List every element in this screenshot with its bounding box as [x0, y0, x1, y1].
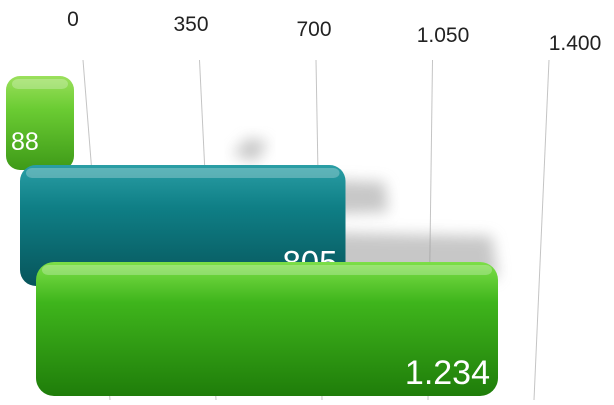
bar-highlight [12, 79, 68, 89]
tick-label: 1.400 [549, 32, 602, 55]
bar-body [6, 76, 74, 170]
bar-value-label: 1.234 [405, 354, 490, 392]
bars: 888051.234 [6, 76, 498, 396]
grid-line-4 [533, 59, 550, 401]
bar-value-label: 88 [11, 128, 39, 156]
bar-2: 1.234 [36, 262, 498, 396]
tick-label: 1.050 [417, 24, 470, 47]
tick-label: 0 [67, 8, 79, 31]
tick-label: 700 [296, 18, 331, 41]
bar-highlight [26, 168, 340, 178]
bar-highlight [42, 265, 492, 275]
bar-shadow [232, 138, 268, 162]
bar-0: 88 [6, 76, 74, 170]
axis-tick-labels: 0 350 700 1.050 1.400 [67, 8, 601, 55]
bar-body [20, 165, 346, 286]
bar-body [36, 262, 498, 396]
tick-label: 350 [173, 13, 208, 36]
